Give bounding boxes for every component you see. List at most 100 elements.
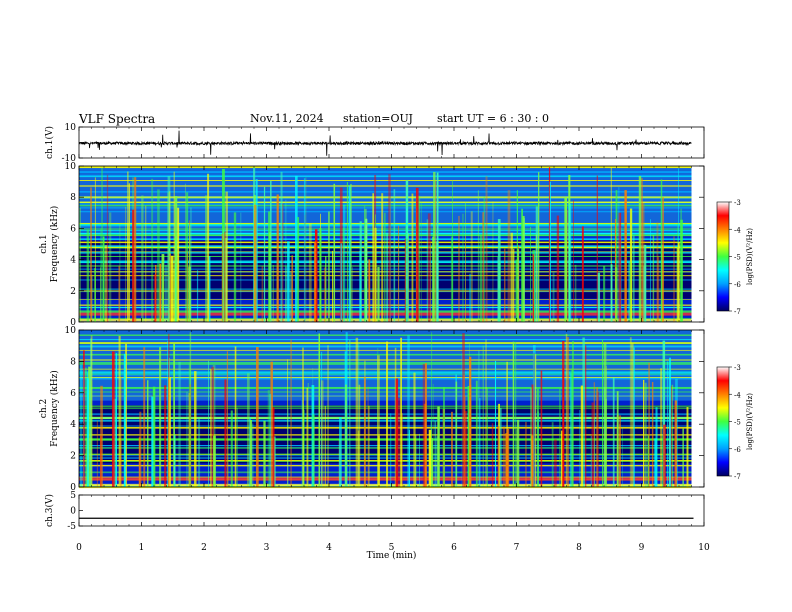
spectrogram-line (79, 486, 692, 489)
spectrogram-line (79, 201, 692, 203)
spectrogram-sferic (224, 379, 227, 487)
spectrogram-line (79, 260, 692, 263)
spectrogram-sferic (467, 385, 471, 487)
colorbar-tick-label: -3 (734, 364, 741, 372)
spectrogram-line (79, 464, 692, 467)
spectrogram-sferic (263, 186, 266, 322)
spectrogram-sferic (138, 437, 141, 487)
spectrogram-sferic (435, 180, 437, 322)
spectrogram-sferic (644, 382, 647, 487)
spectrogram-sferic (643, 379, 645, 487)
colorbar-label: log(PSD)(V²/Hz) (746, 228, 754, 285)
spectrogram-line (79, 361, 692, 364)
spectrogram-sferic (377, 355, 380, 487)
spectrogram-sferic (647, 435, 649, 487)
spectrogram-sferic (556, 215, 560, 322)
spectrogram-sferic (538, 172, 540, 322)
spectrogram-sferic (101, 167, 103, 322)
spectrogram-sferic (565, 333, 568, 487)
spectrogram-sferic (415, 434, 417, 487)
spectrogram-line (79, 371, 692, 374)
spectrogram-sferic (186, 391, 188, 487)
spectrogram-sferic (530, 388, 533, 487)
spectrogram-sferic (451, 411, 453, 487)
spectrogram-line (79, 438, 692, 441)
colorbar-tick-label: -7 (734, 308, 741, 316)
spectrogram-sferic (615, 190, 618, 322)
spectrogram-upper-band (79, 330, 692, 401)
spectrogram-sferic (190, 207, 192, 322)
spectrogram-sferic (431, 332, 433, 487)
spectrogram-line (79, 171, 692, 173)
spectrogram-sferic (123, 353, 126, 487)
y-tick-label: 6 (70, 389, 76, 399)
spectrogram-sferic (159, 263, 162, 322)
spectrogram-line (79, 460, 692, 462)
spectrogram-sferic (569, 373, 573, 487)
spectrogram-sferic (618, 212, 622, 322)
spectrogram-sferic (377, 435, 380, 487)
spectrogram-line (79, 334, 692, 336)
spectrogram-sferic (462, 333, 465, 487)
station-label: station=OUJ (343, 112, 413, 125)
spectrogram-line (79, 426, 692, 429)
spectrogram-sferic (419, 433, 420, 487)
spectrogram-sferic (522, 215, 525, 322)
spectrogram-sferic (610, 167, 612, 322)
x-tick-label: 4 (326, 543, 332, 553)
spectrogram-sferic (395, 378, 399, 487)
spectrogram-sferic (318, 333, 321, 487)
y-tick-label: 4 (70, 420, 76, 430)
spectrogram-sferic (669, 357, 671, 487)
spectrogram-sferic (351, 267, 353, 322)
spectrogram-sferic (168, 253, 171, 322)
colorbar-tick-label: -7 (734, 473, 741, 481)
spectrogram-sferic (164, 385, 167, 487)
spectrogram-sferic (450, 236, 454, 322)
spectrogram-sferic (227, 439, 229, 487)
spectrogram-sferic (421, 202, 422, 322)
spectrogram-sferic (253, 204, 257, 322)
spectrogram-sferic (629, 261, 631, 322)
spectrogram-sferic (225, 191, 228, 322)
spectrogram-sferic (483, 196, 485, 322)
spectrogram-sferic (594, 417, 595, 487)
spectrogram-sferic (662, 340, 666, 487)
spectrogram-sferic (151, 178, 154, 322)
spectrogram-sferic (174, 196, 178, 322)
spectrogram-sferic (638, 175, 642, 322)
colorbar-tick-label: -5 (734, 419, 741, 427)
spectrogram-line (79, 425, 692, 427)
spectrogram-line (79, 353, 692, 356)
spectrogram-sferic (434, 421, 437, 487)
spectrogram-sferic (580, 385, 584, 487)
spectrogram-sferic (393, 189, 396, 322)
spectrogram-sferic (363, 377, 366, 487)
spectrogram-sferic (408, 429, 410, 487)
spectrogram-sferic (506, 428, 510, 487)
spectrogram-sferic (619, 415, 621, 487)
spectrogram-line (79, 204, 692, 206)
spectrogram-sferic (389, 196, 392, 322)
spectrogram-sferic (486, 387, 488, 487)
spectrogram-sferic (673, 236, 675, 322)
spectrogram-line (79, 388, 692, 389)
spectrogram-sferic (100, 385, 103, 487)
spectrogram-sferic (432, 236, 434, 322)
colorbar-label: log(PSD)(V²/Hz) (746, 393, 754, 450)
spectrogram-sferic (597, 272, 601, 322)
spectrogram-sferic (303, 178, 306, 322)
spectrogram-sferic (461, 353, 463, 487)
spectrogram-sferic (207, 173, 210, 322)
spectrogram-sferic (94, 177, 96, 322)
spectrogram-sferic (682, 428, 684, 487)
spectrogram-sferic (649, 219, 651, 322)
spectrogram-sferic (660, 368, 662, 487)
spectrogram-sferic (394, 347, 397, 487)
spectrogram-sferic (269, 232, 271, 322)
spectrogram-line (79, 234, 692, 237)
spectrogram-line (79, 204, 692, 207)
spectrogram-sferic (433, 171, 436, 322)
spectrogram-sferic (512, 341, 515, 487)
spectrogram-sferic (208, 360, 209, 487)
